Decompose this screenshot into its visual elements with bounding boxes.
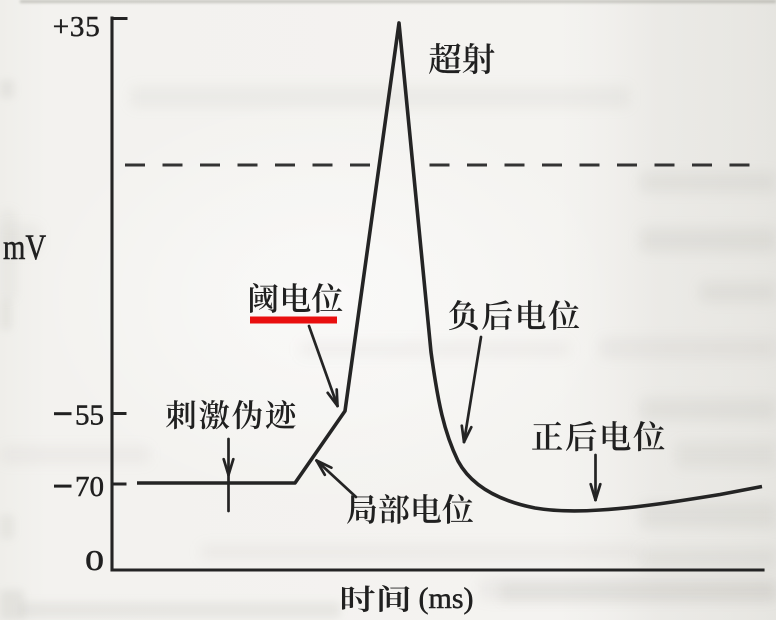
svg-text:(ms): (ms)	[419, 582, 474, 615]
svg-text:mV: mV	[3, 228, 47, 268]
svg-text:0: 0	[85, 545, 104, 577]
svg-text:55: 55	[75, 400, 104, 432]
svg-text:70: 70	[75, 471, 104, 503]
svg-text:+35: +35	[53, 11, 101, 43]
